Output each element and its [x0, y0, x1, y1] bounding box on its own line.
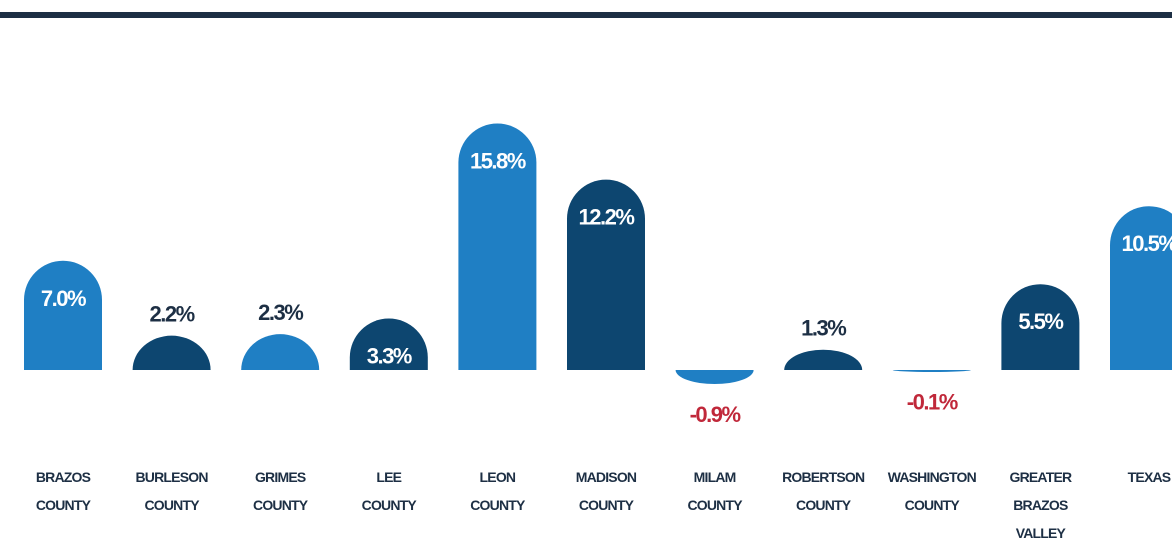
- category-line: COUNTY: [905, 497, 961, 513]
- category-label-5: MADISON COUNTY: [576, 469, 637, 513]
- category-label-4: LEON COUNTY: [470, 469, 526, 513]
- bar-6: [675, 370, 754, 385]
- bar-10: [1110, 206, 1172, 370]
- category-line: BRAZOS: [1013, 497, 1068, 513]
- category-line: COUNTY: [687, 497, 743, 513]
- category-line: COUNTY: [579, 497, 635, 513]
- bar-4: [458, 123, 537, 370]
- value-label-7: 1.3%: [801, 316, 846, 341]
- category-label-3: LEE COUNTY: [362, 469, 418, 513]
- bar-8: [892, 370, 971, 372]
- bar-3: [349, 318, 428, 370]
- value-label-5: 12.2%: [579, 205, 635, 230]
- value-label-8: -0.1%: [907, 390, 958, 415]
- category-label-6: MILAM COUNTY: [687, 469, 743, 513]
- value-label-3: 3.3%: [367, 344, 412, 369]
- value-label-4: 15.8%: [470, 149, 526, 174]
- category-line: COUNTY: [470, 497, 526, 513]
- category-line: TEXAS: [1128, 469, 1171, 485]
- category-line: MADISON: [576, 469, 637, 485]
- category-label-2: GRIMES COUNTY: [253, 469, 309, 513]
- bar-9: [1001, 284, 1080, 370]
- category-line: COUNTY: [36, 497, 92, 513]
- category-line: WASHINGTON: [888, 469, 977, 485]
- value-label-10: 10.5%: [1122, 231, 1172, 256]
- value-label-6: -0.9%: [690, 402, 741, 427]
- category-label-1: BURLESON COUNTY: [136, 469, 209, 513]
- bar-0: [24, 260, 102, 370]
- category-label-10: TEXAS: [1128, 469, 1171, 485]
- category-line: VALLEY: [1016, 525, 1067, 541]
- bar-2: [241, 334, 320, 370]
- value-label-0: 7.0%: [41, 286, 86, 311]
- category-line: COUNTY: [144, 497, 200, 513]
- top-rule: [0, 12, 1172, 18]
- category-line: ROBERTSON: [782, 469, 865, 485]
- category-line: COUNTY: [253, 497, 309, 513]
- bar-1: [132, 335, 211, 370]
- category-line: LEE: [376, 469, 401, 485]
- category-line: LEON: [480, 469, 516, 485]
- category-line: COUNTY: [796, 497, 852, 513]
- category-label-7: ROBERTSON COUNTY: [782, 469, 865, 513]
- bar-5: [567, 179, 645, 370]
- value-label-2: 2.3%: [258, 300, 303, 325]
- category-label-9: GREATER BRAZOS VALLEY: [1009, 469, 1071, 541]
- value-label-1: 2.2%: [150, 302, 195, 327]
- category-line: GRIMES: [255, 469, 306, 485]
- category-line: BRAZOS: [36, 469, 91, 485]
- category-line: COUNTY: [362, 497, 418, 513]
- category-line: GREATER: [1009, 469, 1071, 485]
- bar-7: [784, 349, 863, 370]
- category-line: MILAM: [694, 469, 736, 485]
- category-label-8: WASHINGTON COUNTY: [888, 469, 977, 513]
- category-line: BURLESON: [136, 469, 209, 485]
- category-label-0: BRAZOS COUNTY: [36, 469, 92, 513]
- value-label-9: 5.5%: [1018, 309, 1063, 334]
